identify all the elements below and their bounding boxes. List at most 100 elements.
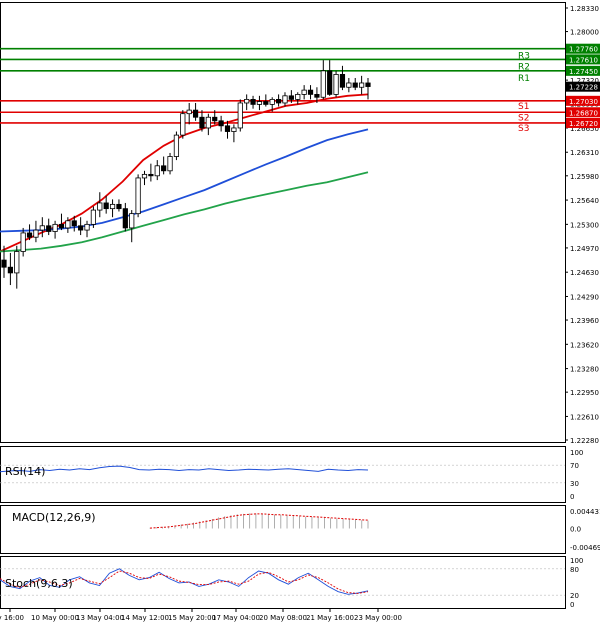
stoch-d-line: [0, 570, 369, 594]
candle-body-bear: [365, 82, 371, 87]
candle-body-bear: [1, 259, 7, 268]
candle-body-bull: [186, 109, 192, 115]
stoch-k-line: [0, 568, 369, 595]
price-axis-label: 1.23280: [570, 366, 599, 374]
level-value-s2: 1.26870: [569, 109, 598, 117]
price-axis-label: 1.26310: [570, 149, 599, 157]
rsi-axis-label: 70: [570, 462, 579, 470]
stoch-axis-label: 0: [570, 601, 574, 609]
candle-body-bull: [173, 134, 180, 157]
candle-body-bull: [269, 98, 275, 105]
candle-body-bull: [333, 74, 339, 95]
level-value-r3: 1.27760: [569, 46, 598, 54]
candle-body-bull: [84, 223, 90, 231]
candle-body-bull: [256, 101, 263, 105]
candle-body-bull: [231, 127, 237, 132]
rsi-axis-label: 100: [570, 449, 583, 457]
level-tag-r3: [566, 43, 600, 54]
level-tag-r2: [566, 54, 600, 65]
candle-body-bear: [7, 266, 13, 274]
level-name-r2: R2: [518, 62, 530, 72]
time-axis-label: 17 May 04:00: [212, 614, 260, 622]
level-value-s1: 1.27030: [569, 98, 598, 106]
price-axis-label: 1.25640: [570, 197, 599, 205]
price-axis-label: 1.25980: [570, 173, 599, 181]
candle-body-bear: [307, 89, 314, 95]
level-name-s1: S1: [518, 102, 529, 112]
rsi-panel-frame: [0, 446, 566, 503]
level-name-s3: S3: [518, 124, 529, 134]
stoch-title: Stoch(9,6,3): [5, 577, 73, 590]
stoch-axis-label: 100: [570, 557, 583, 565]
level-value-r2: 1.27610: [569, 56, 598, 64]
time-axis-label: 23 May 00:00: [354, 614, 402, 622]
candle-body-bull: [359, 82, 365, 88]
stoch-panel-frame: [0, 556, 566, 609]
candle-body-bull: [39, 225, 45, 231]
candle-body-bull: [33, 229, 39, 238]
candle-body-bear: [314, 94, 320, 98]
candle-body-bull: [295, 94, 301, 100]
candle-body-bear: [58, 223, 65, 229]
candle-body-bear: [71, 220, 77, 227]
price-axis-label: 1.24970: [570, 245, 599, 253]
level-name-s2: S2: [518, 113, 529, 123]
candle-body-bear: [288, 95, 294, 100]
level-name-r3: R3: [518, 52, 530, 62]
candle-body-bear: [46, 225, 52, 232]
candle-body-bull: [320, 70, 326, 98]
candle-body-bear: [78, 225, 84, 231]
candle-body-bull: [97, 202, 103, 211]
price-axis-label: 1.28330: [570, 5, 599, 13]
macd-title: MACD(12,26,9): [12, 511, 96, 524]
price-axis-label: 1.23960: [570, 317, 599, 325]
candle-body-bull: [205, 116, 211, 129]
macd-axis-label: 0.0: [570, 525, 581, 533]
macd-axis-label: -0.004691: [570, 544, 600, 552]
candle-body-bull: [20, 232, 26, 252]
macd-axis-label: 0.004431: [570, 508, 600, 516]
price-axis-label: 1.22280: [570, 437, 599, 445]
current-price-tag: [566, 81, 600, 92]
rsi-title: RSI(14): [5, 465, 45, 478]
macd-signal-line: [149, 513, 369, 529]
candle-body-bull: [109, 203, 116, 210]
level-tag-s3: [566, 117, 600, 128]
rsi-line: [0, 465, 369, 473]
candle-body-bull: [167, 156, 173, 172]
candle-body-bear: [250, 98, 256, 105]
time-axis-label: 21 May 16:00: [306, 614, 354, 622]
level-value-r1: 1.27450: [569, 68, 598, 76]
candle-body-bull: [154, 165, 160, 177]
level-tag-s1: [566, 95, 600, 106]
time-axis-label: 14 May 12:00: [121, 614, 169, 622]
candle-body-bear: [26, 232, 33, 238]
price-axis-label: 1.26650: [570, 125, 599, 133]
stoch-axis-label: 80: [570, 566, 579, 574]
candle-body-bull: [135, 177, 141, 215]
time-axis-label: 20 May 08:00: [259, 614, 307, 622]
candle-body-bull: [244, 98, 250, 104]
candle-body-bear: [192, 109, 199, 118]
time-axis-label: 13 May 04:00: [76, 614, 124, 622]
candle-body-bear: [116, 203, 122, 210]
ma-line-2: [0, 171, 369, 253]
rsi-axis-label: 30: [570, 480, 579, 488]
macd-panel-frame: [0, 505, 566, 554]
level-tag-r1: [566, 65, 600, 76]
candle-body-bull: [301, 89, 307, 95]
current-price-label: 1.27228: [569, 84, 598, 92]
price-axis-label: 1.22610: [570, 413, 599, 421]
candle-body-bull: [237, 102, 243, 129]
price-axis-label: 1.22950: [570, 389, 599, 397]
time-axis-label: 15 May 20:00: [168, 614, 216, 622]
time-axis-label: y 16:00: [0, 614, 24, 622]
candle-body-bear: [352, 82, 358, 88]
level-value-s3: 1.26720: [569, 120, 598, 128]
candle-body-bear: [199, 116, 205, 129]
candle-body-bull: [180, 113, 186, 136]
candle-body-bull: [52, 223, 58, 232]
stoch-axis-label: 20: [570, 592, 579, 600]
